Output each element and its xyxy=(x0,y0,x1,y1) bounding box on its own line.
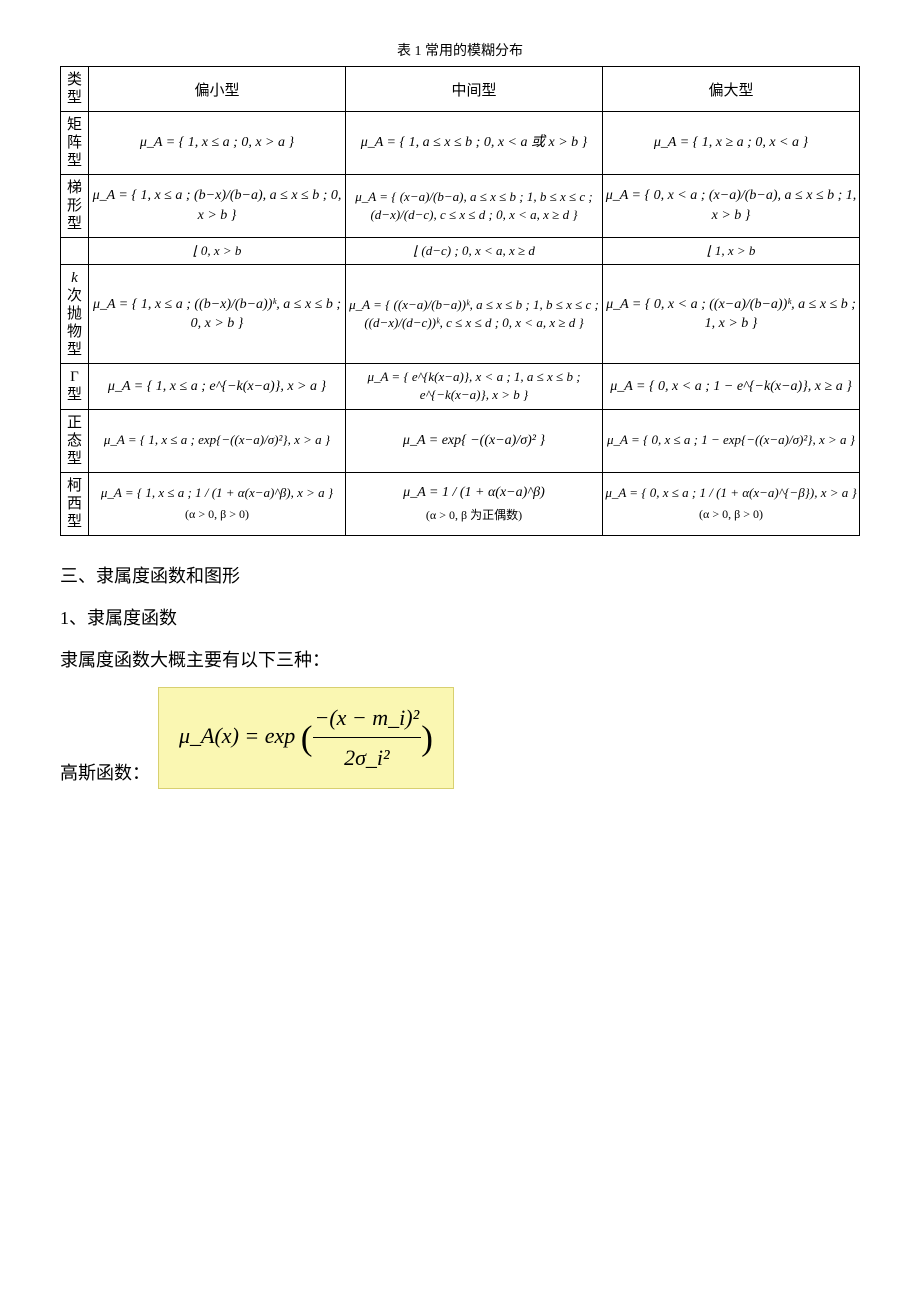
section-body: 三、隶属度函数和图形 1、隶属度函数 隶属度函数大概主要有以下三种： 高斯函数：… xyxy=(60,560,860,789)
gamma-large: μ_A = { 0, x < a ; 1 − e^{−k(x−a)}, x ≥ … xyxy=(603,364,860,409)
cauchy-small: μ_A = { 1, x ≤ a ; 1 / (1 + α(x−a)^β), x… xyxy=(89,472,346,535)
col-large: 偏大型 xyxy=(603,67,860,112)
normal-small: μ_A = { 1, x ≤ a ; exp{−((x−a)/σ)²}, x >… xyxy=(89,409,346,472)
cauchy-middle: μ_A = 1 / (1 + α(x−a)^β) (α > 0, β 为正偶数) xyxy=(346,472,603,535)
fuzzy-distribution-table: 类型 偏小型 中间型 偏大型 矩阵型 μ_A = { 1, x ≤ a ; 0,… xyxy=(60,66,860,536)
trap-tail-small: ⌊ 0, x > b xyxy=(89,238,346,265)
normal-large: μ_A = { 0, x ≤ a ; 1 − exp{−((x−a)/σ)²},… xyxy=(603,409,860,472)
cauchy-large: μ_A = { 0, x ≤ a ; 1 / (1 + α(x−a)^{−β})… xyxy=(603,472,860,535)
row-label-trap: 梯形型 xyxy=(61,175,89,238)
row-normal: 正态型 μ_A = { 1, x ≤ a ; exp{−((x−a)/σ)²},… xyxy=(61,409,860,472)
row-gamma: Γ型 μ_A = { 1, x ≤ a ; e^{−k(x−a)}, x > a… xyxy=(61,364,860,409)
row-label-gamma: Γ型 xyxy=(61,364,89,409)
kpow-small: μ_A = { 1, x ≤ a ; ((b−x)/(b−a))ᵏ, a ≤ x… xyxy=(89,265,346,364)
gaussian-label: 高斯函数： xyxy=(60,757,150,789)
row-trap: 梯形型 μ_A = { 1, x ≤ a ; (b−x)/(b−a), a ≤ … xyxy=(61,175,860,238)
row-label-normal: 正态型 xyxy=(61,409,89,472)
trap-large: μ_A = { 0, x < a ; (x−a)/(b−a), a ≤ x ≤ … xyxy=(603,175,860,238)
rect-middle: μ_A = { 1, a ≤ x ≤ b ; 0, x < a 或 x > b … xyxy=(346,112,603,175)
gaussian-formula-row: 高斯函数： μ_A(x) = exp ( −(x − m_i)² 2σ_i² ) xyxy=(60,687,860,789)
table-caption: 表 1 常用的模糊分布 xyxy=(60,40,860,60)
trap-tail-large: ⌊ 1, x > b xyxy=(603,238,860,265)
col-small: 偏小型 xyxy=(89,67,346,112)
col-type: 类型 xyxy=(61,67,89,112)
row-label-rect: 矩阵型 xyxy=(61,112,89,175)
rect-large: μ_A = { 1, x ≥ a ; 0, x < a } xyxy=(603,112,860,175)
cauchy-large-note: (α > 0, β > 0) xyxy=(605,506,857,523)
row-trap-tail: ⌊ 0, x > b ⌊ (d−c) ; 0, x < a, x ≥ d ⌊ 1… xyxy=(61,238,860,265)
col-middle: 中间型 xyxy=(346,67,603,112)
section-heading-1: 三、隶属度函数和图形 xyxy=(60,560,860,592)
gamma-middle: μ_A = { e^{k(x−a)}, x < a ; 1, a ≤ x ≤ b… xyxy=(346,364,603,409)
row-label-cauchy: 柯西型 xyxy=(61,472,89,535)
trap-small: μ_A = { 1, x ≤ a ; (b−x)/(b−a), a ≤ x ≤ … xyxy=(89,175,346,238)
row-cauchy: 柯西型 μ_A = { 1, x ≤ a ; 1 / (1 + α(x−a)^β… xyxy=(61,472,860,535)
cauchy-small-note: (α > 0, β > 0) xyxy=(91,506,343,523)
gamma-small: μ_A = { 1, x ≤ a ; e^{−k(x−a)}, x > a } xyxy=(89,364,346,409)
row-label-kpow: k次抛物型 xyxy=(61,265,89,364)
kpow-middle: μ_A = { ((x−a)/(b−a))ᵏ, a ≤ x ≤ b ; 1, b… xyxy=(346,265,603,364)
row-label-trap-tail xyxy=(61,238,89,265)
section-body-text: 隶属度函数大概主要有以下三种： xyxy=(60,644,860,676)
row-rect: 矩阵型 μ_A = { 1, x ≤ a ; 0, x > a } μ_A = … xyxy=(61,112,860,175)
kpow-large: μ_A = { 0, x < a ; ((x−a)/(b−a))ᵏ, a ≤ x… xyxy=(603,265,860,364)
section-heading-2: 1、隶属度函数 xyxy=(60,602,860,634)
rect-small: μ_A = { 1, x ≤ a ; 0, x > a } xyxy=(89,112,346,175)
normal-middle: μ_A = exp{ −((x−a)/σ)² } xyxy=(346,409,603,472)
row-kpow: k次抛物型 μ_A = { 1, x ≤ a ; ((b−x)/(b−a))ᵏ,… xyxy=(61,265,860,364)
cauchy-middle-note: (α > 0, β 为正偶数) xyxy=(348,507,600,524)
trap-tail-middle: ⌊ (d−c) ; 0, x < a, x ≥ d xyxy=(346,238,603,265)
trap-middle: μ_A = { (x−a)/(b−a), a ≤ x ≤ b ; 1, b ≤ … xyxy=(346,175,603,238)
table-header-row: 类型 偏小型 中间型 偏大型 xyxy=(61,67,860,112)
gaussian-formula: μ_A(x) = exp ( −(x − m_i)² 2σ_i² ) xyxy=(158,687,454,789)
